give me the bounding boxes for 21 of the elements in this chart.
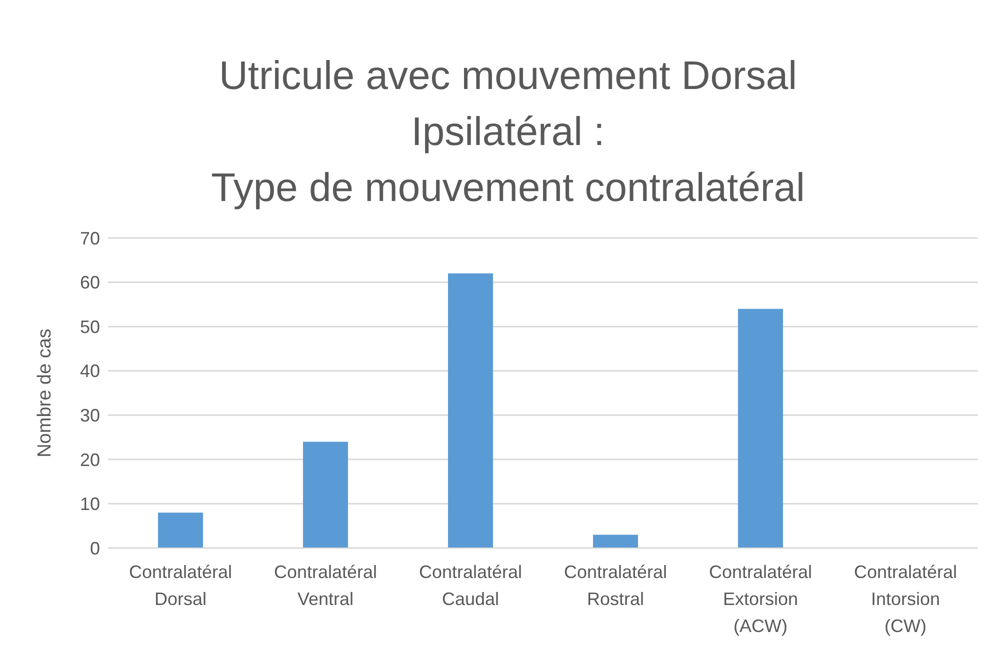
y-tick-label: 10 <box>80 494 100 514</box>
bar <box>158 512 203 548</box>
bar <box>303 442 348 548</box>
bar <box>738 308 783 548</box>
x-tick-label: Contralatéral Rostral <box>564 562 668 609</box>
chart-title: Utricule avec mouvement Dorsal Ipsilatéral : Type de mouvement contralatéral <box>210 53 806 212</box>
bar <box>593 534 638 548</box>
y-tick-label: 60 <box>80 272 100 293</box>
y-tick-label: 50 <box>80 316 100 337</box>
x-tick-label: Contralatéral Ventral <box>274 562 378 609</box>
y-tick-label: 40 <box>80 361 100 382</box>
x-tick-label: Contralatéral Intorsion (CW) <box>854 562 958 636</box>
x-tick-label: Contralatéral Dorsal <box>128 562 232 609</box>
x-tick-label: Contralatéral Extorsion (ACW) <box>708 562 812 636</box>
y-tick-label: 70 <box>80 228 100 248</box>
y-tick-label: 20 <box>80 450 100 470</box>
x-tick-label: Contralatéral Caudal <box>418 562 522 609</box>
y-tick-label: 0 <box>90 538 100 558</box>
bar <box>448 273 493 548</box>
y-axis-title: Nombre de cas <box>34 328 56 458</box>
y-tick-label: 30 <box>80 406 100 426</box>
